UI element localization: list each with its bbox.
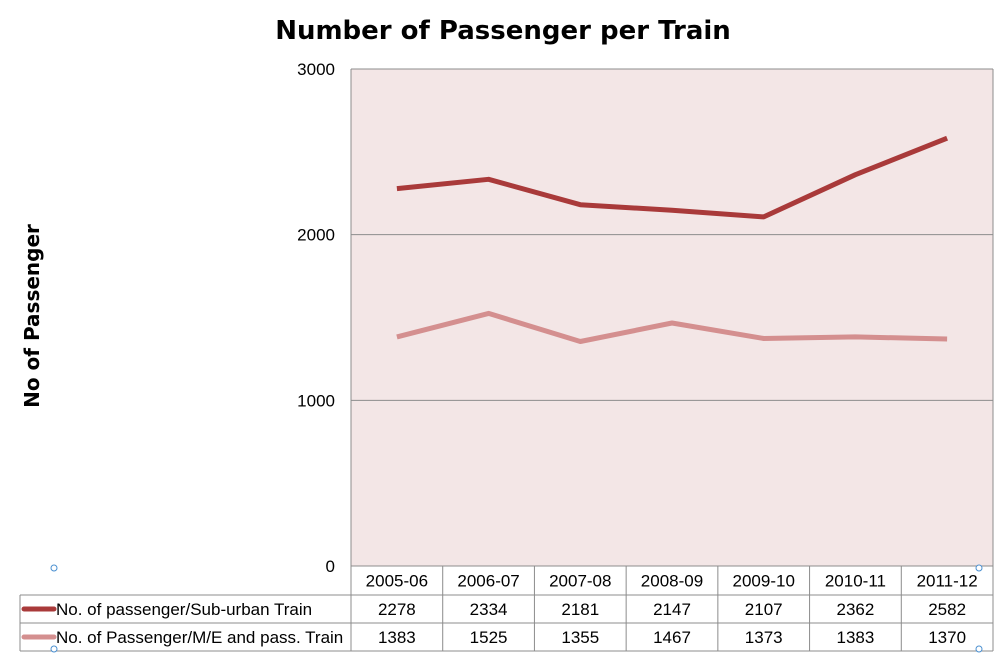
- y-axis-label: No of Passenger: [20, 224, 44, 408]
- legend-label: No. of passenger/Sub-urban Train: [56, 600, 312, 619]
- chart-title: Number of Passenger per Train: [275, 16, 731, 46]
- data-label: 1370: [928, 628, 966, 647]
- data-label: 2107: [745, 600, 783, 619]
- resize-handle[interactable]: [975, 645, 983, 653]
- series-line: [396, 135, 949, 220]
- resize-handle[interactable]: [50, 564, 58, 572]
- data-label: 2181: [561, 600, 599, 619]
- x-tick-label: 2008-09: [641, 572, 703, 591]
- y-tick-label: 1000: [297, 391, 335, 410]
- plot-background: [351, 69, 993, 566]
- y-tick-label: 2000: [297, 226, 335, 245]
- gridlines: [350, 68, 994, 566]
- y-tick-label: 3000: [297, 60, 335, 79]
- data-label: 1467: [653, 628, 691, 647]
- x-tick-label: 2006-07: [457, 572, 519, 591]
- data-label: 1373: [745, 628, 783, 647]
- y-axis-ticks: 0 1000 2000 3000: [297, 60, 335, 576]
- data-label: 2362: [837, 600, 875, 619]
- x-tick-label: 2011-12: [917, 572, 978, 591]
- selection-handles[interactable]: [50, 564, 983, 653]
- series-lines: [396, 135, 949, 344]
- resize-handle[interactable]: [50, 645, 58, 653]
- data-label: 1383: [837, 628, 875, 647]
- plot-area: [351, 69, 993, 566]
- x-tick-label: 2010-11: [825, 572, 886, 591]
- legend-label: No. of Passenger/M/E and pass. Train: [56, 628, 343, 647]
- data-label: 2278: [378, 600, 416, 619]
- y-tick-label: 0: [326, 557, 335, 576]
- x-tick-label: 2009-10: [733, 572, 795, 591]
- data-label: 1355: [561, 628, 599, 647]
- data-label: 2582: [928, 600, 966, 619]
- data-label: 2334: [470, 600, 508, 619]
- x-tick-label: 2005-06: [366, 572, 428, 591]
- data-label: 1525: [470, 628, 508, 647]
- resize-handle[interactable]: [975, 564, 983, 572]
- x-tick-label: 2007-08: [549, 572, 611, 591]
- data-label: 2147: [653, 600, 691, 619]
- series-line: [396, 310, 948, 344]
- data-table: 2005-06 2006-07 2007-08 2008-09 2009-10 2010-…: [19, 565, 994, 652]
- data-label: 1383: [378, 628, 416, 647]
